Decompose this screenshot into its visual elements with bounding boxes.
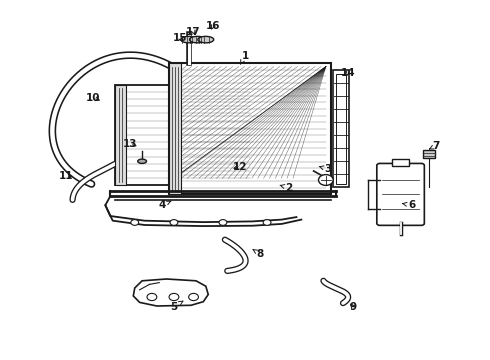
Ellipse shape — [181, 36, 196, 43]
Ellipse shape — [138, 159, 147, 163]
Bar — [392, 159, 409, 166]
Text: 12: 12 — [233, 162, 247, 172]
Bar — [115, 85, 126, 185]
Circle shape — [170, 220, 178, 225]
Bar — [336, 74, 346, 184]
FancyBboxPatch shape — [377, 163, 424, 225]
Bar — [169, 63, 181, 194]
Ellipse shape — [198, 36, 214, 43]
Bar — [423, 150, 435, 158]
Text: 14: 14 — [341, 68, 355, 78]
Ellipse shape — [190, 36, 205, 43]
Text: 2: 2 — [280, 183, 293, 193]
Circle shape — [189, 293, 198, 301]
Circle shape — [263, 220, 271, 225]
Text: 11: 11 — [59, 171, 74, 181]
Text: 17: 17 — [186, 27, 201, 37]
Text: 6: 6 — [402, 200, 415, 210]
Text: 9: 9 — [349, 302, 356, 312]
Text: 13: 13 — [122, 139, 137, 149]
Circle shape — [318, 175, 333, 185]
Text: 15: 15 — [173, 33, 188, 43]
Text: 4: 4 — [158, 200, 171, 210]
Text: 16: 16 — [206, 21, 220, 31]
Circle shape — [219, 220, 227, 225]
Text: 1: 1 — [241, 51, 248, 64]
Text: 8: 8 — [253, 249, 263, 259]
Text: 5: 5 — [171, 301, 183, 312]
Text: 3: 3 — [319, 164, 332, 174]
Bar — [115, 85, 255, 185]
Polygon shape — [133, 279, 208, 306]
Circle shape — [169, 293, 179, 301]
Bar — [333, 70, 349, 187]
Circle shape — [131, 220, 139, 225]
Text: 7: 7 — [429, 141, 440, 151]
Circle shape — [147, 293, 157, 301]
Text: 10: 10 — [86, 93, 100, 103]
Bar — [169, 63, 331, 194]
